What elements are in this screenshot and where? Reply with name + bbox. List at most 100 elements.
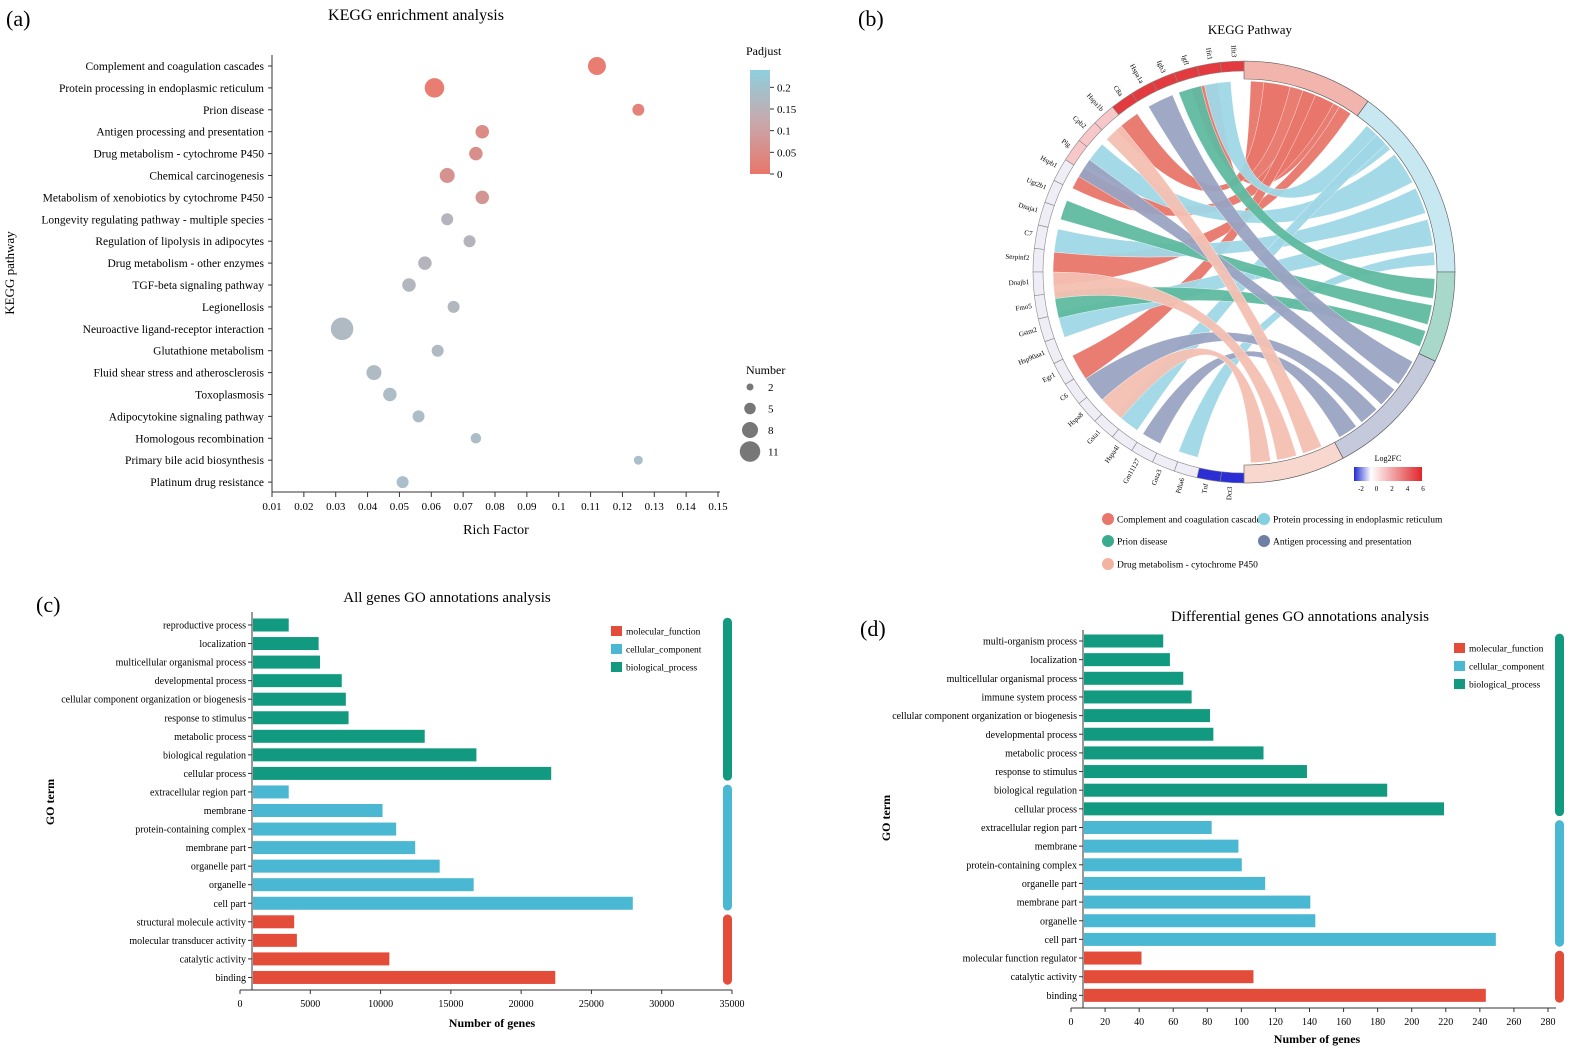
gene-label: Cpb2 (1071, 114, 1088, 130)
a-xtick-label: 0.02 (294, 501, 313, 513)
d-legend-label: molecular_function (1469, 644, 1544, 655)
gene-label: Pdia6 (1174, 476, 1186, 494)
c-bar (253, 692, 346, 706)
a-point (447, 300, 460, 313)
c-xtick-label: 5000 (300, 999, 320, 1010)
a-pathway-label: Drug metabolism - other enzymes (108, 258, 265, 270)
chord-ribbon (1052, 271, 1297, 461)
d-bar (1084, 914, 1316, 928)
padjust-tick-label: 0.1 (777, 126, 791, 138)
c-term-label: response to stimulus (164, 713, 246, 724)
panel-a-title: KEGG enrichment analysis (328, 7, 504, 24)
d-legend-label: cellular_component (1469, 663, 1545, 673)
a-xtick-label: 0.08 (485, 501, 505, 513)
a-pathway-label: TGF-beta signaling pathway (132, 280, 264, 292)
a-pathway-label: Toxoplasmosis (195, 390, 264, 402)
d-legend-label: biological_process (1469, 681, 1541, 691)
c-legend-swatch (611, 626, 622, 636)
c-term-label: extracellular region part (150, 787, 246, 798)
c-xtick-label: 0 (238, 999, 243, 1010)
a-pathway-label: Chemical carcinogenesis (149, 171, 264, 183)
gene-arc (1037, 201, 1055, 228)
gene-label: Hsp90aa1 (1017, 349, 1046, 367)
c-bar (253, 618, 289, 632)
a-xtick-label: 0.09 (517, 501, 537, 513)
c-bar (253, 933, 297, 947)
d-term-label: protein-containing complex (966, 860, 1077, 871)
gene-label: Plg (1060, 137, 1073, 149)
d-xtick-label: 260 (1506, 1017, 1521, 1028)
d-term-label: organelle part (1022, 879, 1077, 890)
a-pathway-label: Adipocytokine signaling pathway (109, 411, 264, 423)
d-bar (1084, 765, 1307, 779)
a-pathway-label: Metabolism of xenobiotics by cytochrome … (43, 192, 265, 204)
a-point (632, 103, 645, 116)
d-group-bracket (1555, 633, 1564, 817)
c-xtick-label: 10000 (368, 999, 393, 1010)
chord-ribbon (1106, 125, 1322, 454)
gene-label: Hspb1 (1039, 154, 1059, 170)
gene-arc (1173, 461, 1200, 479)
panel-d-title: Differential genes GO annotations analys… (1171, 609, 1429, 625)
a-point (366, 365, 382, 381)
c-bar (253, 674, 342, 688)
c-xtick-label: 20000 (509, 999, 534, 1010)
c-bar (253, 655, 320, 669)
gene-arc (1044, 180, 1064, 206)
chord-ribbon (1142, 350, 1357, 444)
c-term-label: organelle part (191, 862, 246, 873)
panel-d: (d) Differential genes GO annotations an… (860, 609, 1564, 1046)
gene-label: Dct3 (1225, 486, 1234, 501)
gene-label: Tnf (1200, 482, 1210, 494)
c-term-label: molecular transducer activity (129, 936, 246, 947)
gene-arc (1032, 248, 1045, 273)
d-bar (1084, 746, 1264, 760)
gene-arc (1131, 81, 1158, 103)
pathway-legend-swatch (1102, 558, 1114, 570)
number-legend-title: Number (746, 363, 785, 377)
pathway-legend-label: Complement and coagulation cascades (1117, 516, 1265, 526)
a-pathway-label: Homologous recombination (135, 433, 264, 445)
a-xtick-label: 0.05 (390, 501, 410, 513)
panel-a-ylabel: KEGG pathway (2, 231, 17, 315)
gene-label: Hspa8 (1066, 410, 1085, 428)
d-xtick-label: 100 (1234, 1017, 1249, 1028)
gene-arc (1152, 452, 1178, 472)
gene-arc (1053, 159, 1075, 186)
c-bar (253, 637, 319, 651)
padjust-colorbar (750, 70, 770, 174)
c-bar (253, 766, 552, 780)
a-pathway-label: Platinum drug resistance (150, 477, 264, 489)
gene-arc (1094, 413, 1120, 438)
c-bar (253, 952, 390, 966)
a-xtick-label: 0.07 (454, 501, 474, 513)
d-term-label: developmental process (986, 730, 1077, 741)
a-point (412, 410, 425, 423)
a-pathway-label: Drug metabolism - cytochrome P450 (93, 149, 264, 161)
d-term-label: biological regulation (994, 786, 1077, 797)
c-xtick-label: 30000 (649, 999, 674, 1010)
d-term-label: binding (1046, 991, 1077, 1002)
number-legend-circle (746, 383, 754, 391)
d-xtick-label: 40 (1134, 1017, 1144, 1028)
a-pathway-label: Regulation of lipolysis in adipocytes (95, 236, 264, 248)
a-point (587, 57, 606, 75)
gene-arc (1112, 428, 1138, 452)
a-point (431, 344, 444, 357)
d-xtick-label: 200 (1404, 1017, 1419, 1028)
number-legend-circle (744, 402, 756, 415)
a-xtick-label: 0.11 (581, 501, 600, 513)
a-pathway-label: Antigen processing and presentation (96, 127, 264, 139)
d-xtick-label: 120 (1268, 1017, 1283, 1028)
gene-label: Gsta3 (1150, 468, 1164, 487)
d-bar (1084, 802, 1445, 816)
pathway-legend-label: Protein processing in endoplasmic reticu… (1273, 516, 1443, 526)
d-term-label: cellular process (1015, 804, 1078, 815)
gene-label: Hspa4l (1103, 444, 1121, 465)
panel-c-xlabel: Number of genes (449, 1016, 536, 1030)
a-pathway-label: Complement and coagulation cascades (85, 61, 264, 73)
gene-label: Hspa1b (1085, 92, 1106, 114)
panel-b: (b) KEGG Pathway Ifit3 Ifit1 Igfl Igb3 Hspa1… (858, 6, 1456, 571)
gene-arc (1053, 358, 1075, 385)
